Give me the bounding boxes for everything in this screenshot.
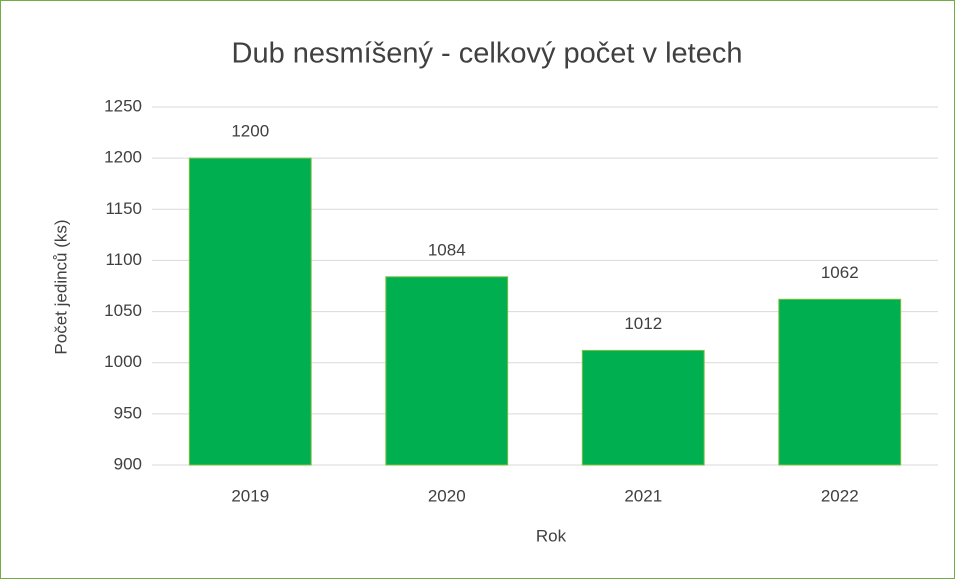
y-axis-label: Počet jedinců (ks) (51, 219, 70, 354)
x-tick-label: 2021 (624, 486, 662, 505)
bar (581, 349, 705, 466)
y-tick-label: 1100 (105, 250, 142, 269)
bar (778, 298, 902, 466)
y-tick-label: 950 (114, 403, 142, 422)
bar (188, 157, 312, 466)
y-tick-label: 1250 (104, 96, 142, 115)
y-tick-label: 900 (114, 454, 142, 473)
x-axis-label: Rok (536, 526, 567, 545)
y-tick-label: 1050 (104, 301, 142, 320)
x-tick-label: 2020 (428, 486, 466, 505)
data-label: 1062 (821, 263, 859, 282)
x-tick-label: 2019 (231, 486, 269, 505)
y-tick-label: 1150 (105, 199, 142, 218)
y-tick-label: 1200 (104, 148, 142, 167)
data-label: 1012 (624, 314, 662, 333)
chart-title: Dub nesmíšený - celkový počet v letech (232, 38, 743, 70)
bar (385, 276, 509, 466)
x-tick-label: 2022 (821, 486, 859, 505)
y-tick-label: 1000 (104, 352, 142, 371)
data-label: 1200 (231, 122, 269, 141)
data-label: 1084 (428, 240, 466, 259)
